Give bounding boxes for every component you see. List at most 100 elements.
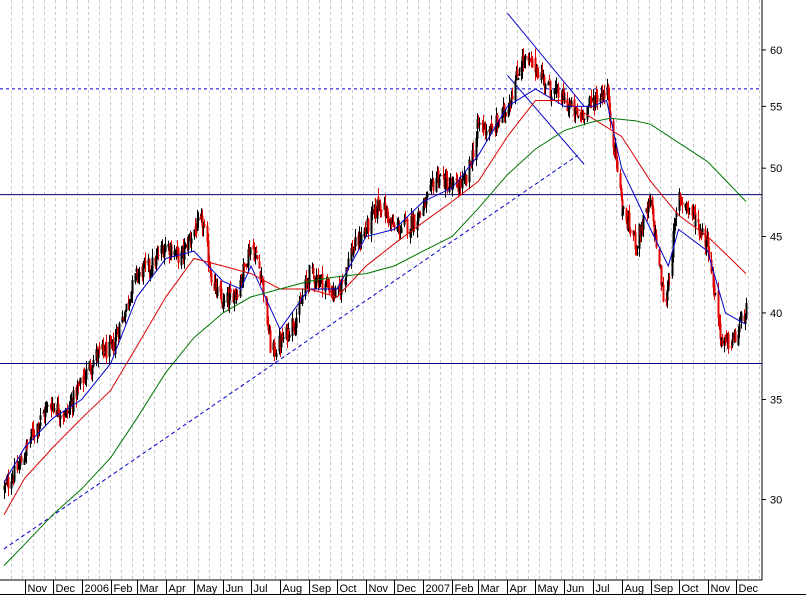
candle-body [201, 215, 204, 228]
candle-body [341, 279, 344, 283]
candle-body [138, 271, 141, 277]
candle-body [475, 137, 478, 160]
candle-body [738, 323, 741, 331]
candle-body [374, 206, 377, 218]
candle-body [305, 278, 308, 282]
candle-body [477, 120, 480, 124]
candle-body [262, 279, 265, 296]
candle-body [19, 459, 22, 466]
candle-body [403, 220, 406, 223]
candle-body [254, 253, 257, 259]
candle-body [202, 225, 205, 229]
candle-body [686, 202, 689, 209]
candle-body [461, 178, 464, 189]
x-tick-label: Jul [596, 583, 610, 595]
x-tick-label: Oct [682, 583, 699, 595]
x-tick-label: Oct [340, 583, 357, 595]
x-tick-label: Feb [455, 583, 474, 595]
candle-body [66, 410, 69, 414]
candle-body [317, 274, 320, 287]
candle-body [727, 333, 730, 349]
candle-body [583, 118, 586, 120]
candle-body [622, 206, 625, 209]
candle-body [190, 238, 193, 244]
candle-body [199, 216, 202, 218]
x-tick-label: Mar [481, 583, 500, 595]
candle-body [490, 124, 493, 135]
candle-body [30, 428, 33, 438]
candle-body [497, 122, 500, 128]
candle-body [160, 245, 163, 254]
candle-body [161, 247, 164, 249]
candle-body [360, 234, 363, 242]
candle-body [463, 174, 466, 179]
candle-body [599, 98, 602, 103]
candle-body [7, 477, 10, 489]
candle-body [693, 208, 696, 213]
candle-body [228, 293, 231, 306]
candle-body [376, 199, 379, 219]
candle-body [370, 211, 373, 234]
x-tick-label: Dec [56, 583, 76, 595]
candle-body [304, 279, 307, 297]
candle-body [105, 342, 108, 359]
candle-body [367, 219, 370, 232]
candle-body [563, 97, 566, 102]
candle-body [661, 283, 664, 286]
candle-body [651, 197, 654, 210]
x-tick-label: May [197, 583, 218, 595]
candle-body [23, 458, 26, 465]
candle-body [406, 218, 409, 234]
candle-body [561, 89, 564, 101]
trend-lines [3, 12, 585, 550]
moving-average-line [3, 100, 747, 516]
candle-body [258, 261, 261, 269]
candle-body [459, 178, 462, 188]
candle-body [662, 284, 665, 302]
x-tick-label: Sep [312, 583, 332, 595]
x-tick-label: Apr [169, 583, 186, 595]
candle-body [32, 429, 35, 436]
candle-body [175, 248, 178, 255]
candle-body [636, 246, 639, 249]
moving-averages [3, 88, 747, 566]
moving-average-line [3, 117, 747, 566]
candle-body [719, 323, 722, 339]
candle-body [629, 229, 632, 234]
candle-body [352, 248, 355, 256]
candle-body [239, 279, 242, 297]
candle-body [194, 226, 197, 229]
candle-body [717, 290, 720, 318]
candle-body [701, 228, 704, 235]
candle-body [223, 300, 226, 302]
candle-body [471, 150, 474, 165]
candle-body [197, 217, 200, 221]
candle-body [681, 201, 684, 205]
y-tick-label: 40 [770, 308, 782, 320]
candle-body [516, 68, 519, 77]
candle-body [484, 124, 487, 134]
candle-body [678, 192, 681, 211]
x-tick-label: Nov [28, 583, 48, 595]
candle-body [451, 182, 454, 191]
candle-body [431, 179, 434, 181]
candle-body [619, 172, 622, 189]
candle-body [72, 390, 75, 413]
candle-body [587, 106, 590, 108]
candle-body [496, 114, 499, 125]
candle-body [115, 331, 118, 335]
candle-body [46, 404, 49, 407]
candle-body [76, 386, 79, 396]
candle-body [142, 264, 145, 278]
candle-body [430, 181, 433, 186]
candle-body [53, 408, 56, 410]
candle-body [298, 301, 301, 315]
candle-body [4, 484, 7, 486]
candle-body [123, 320, 126, 322]
candle-body [425, 196, 428, 205]
candle-body [314, 282, 317, 284]
candle-body [680, 197, 683, 201]
candle-body [338, 283, 341, 289]
candle-body [280, 335, 283, 348]
candle-body [63, 416, 66, 418]
